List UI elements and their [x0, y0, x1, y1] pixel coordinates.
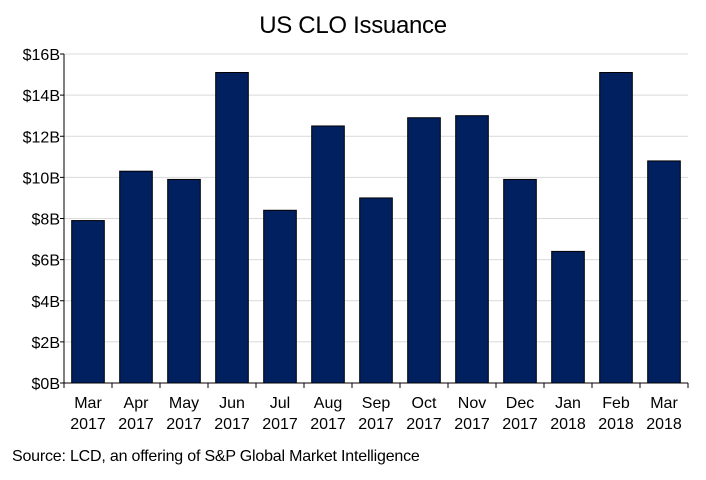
- bar: [407, 117, 441, 384]
- y-tick-label: $2B: [32, 335, 60, 352]
- x-tick-label-year: 2017: [502, 416, 538, 433]
- y-tick-label: $6B: [32, 253, 60, 270]
- x-tick-label-year: 2017: [166, 416, 202, 433]
- x-tick-label-month: Oct: [412, 395, 437, 412]
- bar: [167, 178, 201, 384]
- y-tick-label: $14B: [23, 88, 60, 105]
- x-tick-label-year: 2018: [598, 416, 634, 433]
- bar: [263, 209, 297, 384]
- bar: [71, 220, 105, 384]
- y-tick-label: $0B: [32, 376, 60, 393]
- bar: [359, 197, 393, 384]
- x-tick-label-month: Jan: [555, 395, 581, 412]
- x-tick-label-month: Jul: [270, 395, 290, 412]
- chart-title: US CLO Issuance: [259, 12, 447, 39]
- x-tick-label-year: 2017: [454, 416, 490, 433]
- bar: [599, 72, 633, 384]
- bar: [551, 250, 585, 384]
- x-tick-label-month: Mar: [650, 395, 678, 412]
- x-tick-label-year: 2017: [358, 416, 394, 433]
- x-tick-label-month: May: [169, 395, 199, 412]
- x-tick-label-month: Feb: [602, 395, 630, 412]
- y-tick-label: $4B: [32, 294, 60, 311]
- x-tick-label-month: Jun: [219, 395, 245, 412]
- x-tick-label-year: 2017: [214, 416, 250, 433]
- x-tick-label-month: Sep: [362, 395, 391, 412]
- bar: [215, 72, 249, 384]
- x-tick-label-year: 2017: [406, 416, 442, 433]
- x-tick-label-year: 2017: [310, 416, 346, 433]
- bar: [503, 178, 537, 384]
- x-tick-label-year: 2017: [70, 416, 106, 433]
- source-note: Source: LCD, an offering of S&P Global M…: [12, 448, 420, 465]
- bar: [119, 170, 153, 384]
- y-tick-label: $8B: [32, 212, 60, 229]
- x-tick-label-month: Nov: [458, 395, 486, 412]
- x-tick-label-year: 2018: [646, 416, 682, 433]
- bar: [647, 160, 681, 384]
- x-tick-label-month: Mar: [74, 395, 102, 412]
- bar: [311, 125, 345, 384]
- x-tick-label-year: 2017: [118, 416, 154, 433]
- x-tick-label-year: 2018: [550, 416, 586, 433]
- x-tick-label-month: Dec: [506, 395, 534, 412]
- x-tick-label-month: Aug: [314, 395, 342, 412]
- y-tick-label: $10B: [23, 170, 60, 187]
- x-tick-label-month: Apr: [124, 395, 150, 412]
- x-tick-label-year: 2017: [262, 416, 298, 433]
- bar: [455, 115, 489, 384]
- y-tick-label: $16B: [23, 47, 60, 64]
- y-tick-label: $12B: [23, 129, 60, 146]
